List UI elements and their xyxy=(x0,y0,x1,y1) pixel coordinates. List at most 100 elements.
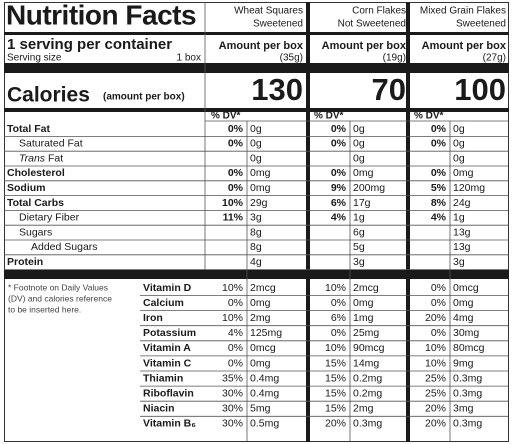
dv-header: % DV* xyxy=(414,111,444,122)
amount: 200mg xyxy=(353,182,385,194)
amount: 2mcg xyxy=(250,282,276,294)
vitamin-label: Iron xyxy=(143,312,163,324)
vitamin-label: Vitamin B₆ xyxy=(143,418,196,430)
amount: 0mg xyxy=(250,297,271,309)
amount: 0g xyxy=(453,123,465,135)
vitamin-label: Calcium xyxy=(143,297,184,309)
dv: 10% xyxy=(222,197,244,209)
amount: 8g xyxy=(250,226,262,238)
dv: 10% xyxy=(222,312,243,324)
dv: 10% xyxy=(325,282,346,294)
nutrient-label: Saturated Fat xyxy=(19,138,83,150)
nutrient-label: Fat xyxy=(48,152,63,164)
dv: 0% xyxy=(228,123,244,135)
amount: 25mg xyxy=(353,327,379,339)
amount: 4mg xyxy=(453,312,474,324)
footnote: to be inserted here. xyxy=(8,304,81,314)
nutrient-label: Cholesterol xyxy=(7,167,65,179)
dv: 15% xyxy=(325,372,346,384)
dv: 0% xyxy=(431,282,446,294)
dv: 10% xyxy=(425,357,446,369)
calories: 70 xyxy=(372,72,406,107)
rule xyxy=(4,108,509,112)
nutrient-label: Sugars xyxy=(19,226,52,238)
amount: 3mg xyxy=(453,403,474,415)
dv: 0% xyxy=(331,167,347,179)
product-subname: Sweetened xyxy=(456,19,506,30)
dv: 0% xyxy=(331,123,347,135)
amount: 0g xyxy=(453,152,465,164)
dv: 8% xyxy=(431,197,447,209)
dv: 25% xyxy=(425,387,446,399)
dv: 0% xyxy=(331,297,346,309)
dv: 15% xyxy=(325,357,346,369)
amount: 0mg xyxy=(250,357,271,369)
amount: 125mg xyxy=(250,327,282,339)
vitamin-label: Riboflavin xyxy=(143,387,194,399)
amount: 0mg xyxy=(250,182,271,194)
nutrient-label: Protein xyxy=(7,256,43,268)
vitamin-label: Niacin xyxy=(143,403,175,415)
dv: 10% xyxy=(222,282,243,294)
rule xyxy=(4,270,509,279)
amount: 13g xyxy=(453,241,471,253)
vitamin-label: Vitamin A xyxy=(143,342,191,354)
vitamin-label: Vitamin D xyxy=(143,282,192,294)
dv: 9% xyxy=(331,182,347,194)
dv: 10% xyxy=(325,342,346,354)
dv: 4% xyxy=(331,212,347,224)
vitamin-label: Potassium xyxy=(143,327,196,339)
dv: 20% xyxy=(425,403,446,415)
amount: 0mg xyxy=(353,297,374,309)
amount-label: Amount per box xyxy=(322,40,407,52)
frame xyxy=(4,2,509,442)
amount: 3g xyxy=(250,212,262,224)
dv: 4% xyxy=(431,212,447,224)
amount: 1g xyxy=(453,212,465,224)
dv: 0% xyxy=(228,138,244,150)
dv: 0% xyxy=(228,297,243,309)
weight: (35g) xyxy=(280,53,303,64)
dv: 0% xyxy=(228,182,244,194)
amount: 0.4mg xyxy=(250,387,279,399)
dv: 0% xyxy=(431,123,447,135)
footnote: (DV) and calories reference xyxy=(8,293,112,303)
amount: 14mg xyxy=(353,357,379,369)
dv: 0% xyxy=(431,297,446,309)
amount: 0.3mg xyxy=(453,387,482,399)
serving-size-label: Serving size xyxy=(7,53,62,64)
amount: 0.3mg xyxy=(453,418,482,430)
amount: 0g xyxy=(353,152,365,164)
calories: 130 xyxy=(251,72,303,107)
rule xyxy=(4,63,509,73)
dv: 20% xyxy=(425,312,446,324)
amount: 3g xyxy=(353,256,365,268)
amount: 0.2mg xyxy=(353,372,382,384)
dv: 15% xyxy=(325,403,346,415)
dv: 25% xyxy=(425,372,446,384)
dv: 0% xyxy=(331,327,346,339)
amount: 4g xyxy=(250,256,262,268)
servings: 1 serving per container xyxy=(7,36,172,53)
dv: 20% xyxy=(425,418,446,430)
column-divider xyxy=(406,2,410,442)
amount: 3g xyxy=(453,256,465,268)
dv: 35% xyxy=(222,372,243,384)
product-subname: Not Sweetened xyxy=(338,19,406,30)
dv: 0% xyxy=(228,167,244,179)
dv: 0% xyxy=(228,342,243,354)
amount: 0g xyxy=(353,123,365,135)
product-subname: Sweetened xyxy=(253,19,303,30)
amount: 5mg xyxy=(250,403,271,415)
amount: 0g xyxy=(250,152,262,164)
amount: 2mg xyxy=(353,403,374,415)
amount: 24g xyxy=(453,197,471,209)
rule xyxy=(4,32,509,35)
vitamin-label: Vitamin C xyxy=(143,357,192,369)
nutrient-label: Sodium xyxy=(7,182,46,194)
dv: 30% xyxy=(222,387,243,399)
amount: 0mg xyxy=(453,297,474,309)
